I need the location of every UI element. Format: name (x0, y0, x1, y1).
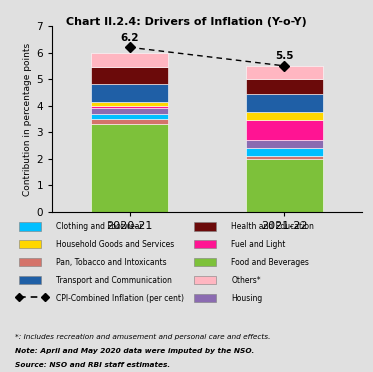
Bar (246, 156, 323, 159)
Text: Transport and Communication: Transport and Communication (56, 276, 172, 285)
Text: Pan, Tobacco and Intoxicants: Pan, Tobacco and Intoxicants (56, 258, 167, 267)
Bar (246, 112, 323, 121)
Bar (246, 94, 323, 112)
Text: 5.5: 5.5 (275, 51, 294, 61)
Bar (246, 66, 323, 79)
Y-axis label: Contribution in percentage points: Contribution in percentage points (23, 42, 32, 196)
Bar (246, 121, 323, 140)
Bar (91, 106, 168, 108)
Bar (246, 140, 323, 148)
Text: Household Goods and Services: Household Goods and Services (56, 240, 174, 249)
Text: Health and Education: Health and Education (231, 222, 314, 231)
Text: Chart II.2.4: Drivers of Inflation (Y-o-Y): Chart II.2.4: Drivers of Inflation (Y-o-… (66, 17, 307, 27)
Bar (91, 124, 168, 212)
Text: Others*: Others* (231, 276, 261, 285)
Bar (91, 102, 168, 106)
Bar (91, 84, 168, 102)
Text: CPI-Combined Inflation (per cent): CPI-Combined Inflation (per cent) (56, 294, 184, 303)
Text: Fuel and Light: Fuel and Light (231, 240, 286, 249)
Text: *: Includes recreation and amusement and personal care and effects.: *: Includes recreation and amusement and… (15, 334, 270, 340)
Text: Housing: Housing (231, 294, 263, 303)
Bar (246, 159, 323, 212)
Bar (246, 148, 323, 156)
Bar (91, 119, 168, 124)
Text: 6.2: 6.2 (120, 32, 139, 42)
Bar (91, 67, 168, 84)
Bar (91, 114, 168, 119)
Text: Note: April and May 2020 data were imputed by the NSO.: Note: April and May 2020 data were imput… (15, 348, 254, 354)
Text: Source: NSO and RBI staff estimates.: Source: NSO and RBI staff estimates. (15, 362, 170, 368)
Text: Clothing and Footwear: Clothing and Footwear (56, 222, 143, 231)
Text: Food and Beverages: Food and Beverages (231, 258, 309, 267)
Bar (246, 79, 323, 94)
Bar (91, 108, 168, 114)
Bar (91, 52, 168, 67)
